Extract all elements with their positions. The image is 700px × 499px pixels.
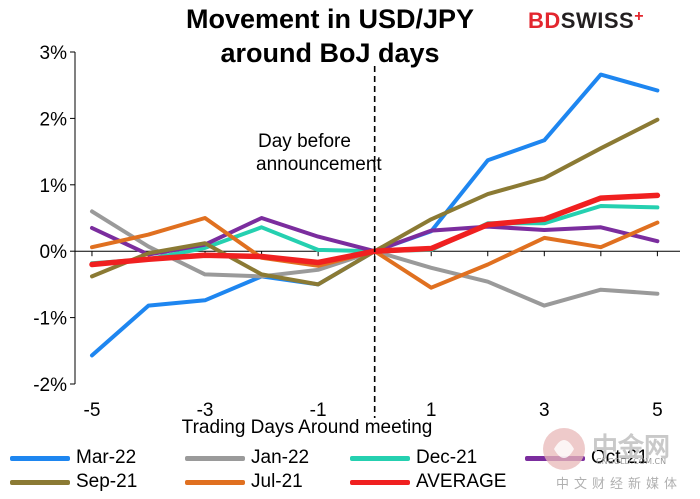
- y-tick-label: 0%: [40, 242, 68, 263]
- x-tick-label: -5: [84, 400, 101, 421]
- logo-swiss: SWISS: [560, 8, 635, 33]
- x-tick-label: -1: [310, 400, 327, 421]
- logo-plus: +: [634, 8, 645, 25]
- cngold-watermark: 中金网 CNGOLD.COM.CN 中文财经新媒体: [540, 425, 690, 492]
- legend-item-jul-21: Jul-21: [185, 470, 303, 494]
- legend-swatch: [185, 479, 245, 485]
- y-tick-label: 2%: [40, 109, 68, 130]
- legend-label: Sep-21: [76, 471, 138, 492]
- legend-label: Jan-22: [251, 447, 310, 468]
- legend-swatch: [10, 455, 70, 461]
- legend-item-sep-21: Sep-21: [10, 470, 137, 494]
- chart-title: Movement in USD/JPY around BoJ days: [120, 2, 540, 70]
- chart-title-line2: around BoJ days: [220, 38, 440, 68]
- x-tick-label: 3: [539, 400, 550, 421]
- y-tick-label: 3%: [40, 43, 68, 64]
- legend-label: Dec-21: [416, 447, 478, 468]
- chart-title-line1: Movement in USD/JPY: [185, 4, 475, 34]
- x-tick-label: 1: [426, 400, 437, 421]
- y-tick-label: -1%: [33, 309, 67, 330]
- watermark-brand: 中金网: [592, 433, 671, 463]
- annotation-text-line2: announcement: [256, 154, 382, 175]
- annotation-text-line1: Day before: [258, 131, 351, 152]
- cngold-logo-icon: [543, 428, 585, 470]
- x-tick-label: -3: [197, 400, 214, 421]
- bdswiss-logo: BDSWISS+: [528, 8, 644, 34]
- watermark-url: CNGOLD.COM.CN: [596, 457, 667, 466]
- watermark-tagline: 中文财经新媒体: [556, 477, 683, 492]
- legend-item-dec-21: Dec-21: [350, 446, 477, 470]
- legend-item-jan-22: Jan-22: [185, 446, 309, 470]
- legend-swatch: [185, 455, 245, 461]
- x-axis-title: Trading Days Around meeting: [182, 417, 433, 438]
- x-tick-label: 5: [652, 400, 663, 421]
- legend-swatch: [350, 479, 410, 485]
- legend-item-average: AVERAGE: [350, 470, 506, 494]
- y-tick-label: 1%: [40, 176, 68, 197]
- legend-swatch: [350, 455, 410, 461]
- y-tick-label: -2%: [33, 375, 67, 396]
- legend-item-mar-22: Mar-22: [10, 446, 136, 470]
- legend-swatch: [10, 479, 70, 485]
- legend-label: Oct-21: [591, 447, 649, 468]
- logo-bd: BD: [528, 8, 561, 33]
- legend-label: Jul-21: [251, 471, 303, 492]
- legend-label: Mar-22: [76, 447, 137, 468]
- legend-label: AVERAGE: [416, 471, 507, 492]
